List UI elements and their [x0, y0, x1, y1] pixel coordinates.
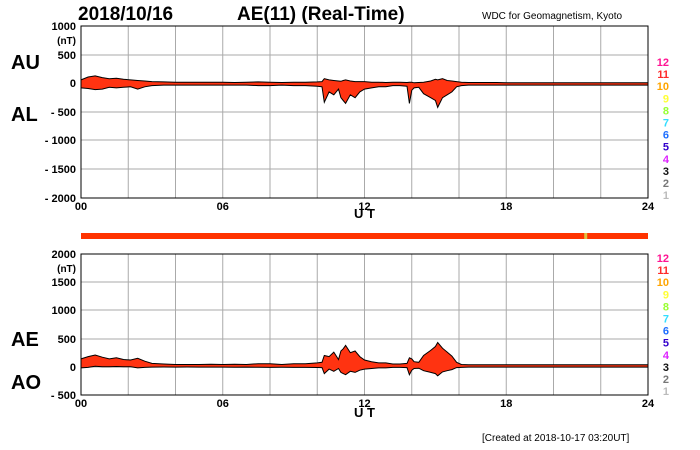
- y-tick-label: - 500: [51, 390, 76, 402]
- chart-date: 2018/10/16: [78, 4, 174, 25]
- y-tick-label: 500: [58, 50, 76, 62]
- legend-station-number: 10: [657, 81, 669, 93]
- ao-label: AO: [11, 372, 41, 394]
- legend-station-number: 6: [663, 326, 669, 338]
- x-tick-label: 24: [642, 201, 655, 213]
- legend-station-number: 2: [663, 374, 669, 386]
- legend-station-number: 9: [663, 289, 669, 301]
- y-tick-label: 2000: [52, 249, 76, 261]
- legend-station-number: 3: [663, 166, 669, 178]
- legend-station-number: 11: [657, 69, 669, 81]
- y-tick-label: 1000: [52, 21, 76, 33]
- legend-station-number: 5: [663, 142, 669, 154]
- station-status-marker: [584, 233, 588, 239]
- al-label: AL: [11, 104, 38, 126]
- x-axis-label: U T: [354, 405, 375, 420]
- y-tick-label: - 500: [51, 107, 76, 119]
- y-tick-label: - 1000: [45, 135, 76, 147]
- legend-station-number: 5: [663, 338, 669, 350]
- station-status-bar: [81, 233, 648, 239]
- y-tick-label: 500: [58, 334, 76, 346]
- x-tick-label: 06: [217, 201, 229, 213]
- legend-station-number: 4: [663, 350, 670, 362]
- series-ao-line: [80, 365, 648, 377]
- ae-label: AE: [11, 329, 39, 351]
- created-timestamp: [Created at 2018-10-17 03:20UT]: [482, 433, 630, 444]
- x-tick-label: 00: [75, 201, 87, 213]
- y-tick-label: 1500: [52, 277, 76, 289]
- x-tick-label: 12: [358, 201, 370, 213]
- series-au-line: [80, 75, 648, 84]
- y-tick-label: 0: [70, 78, 76, 90]
- legend-station-number: 1: [663, 386, 669, 398]
- x-tick-label: 00: [75, 398, 87, 410]
- y-unit-label: (nT): [57, 36, 76, 47]
- series-al-line: [80, 84, 648, 109]
- x-tick-label: 18: [500, 201, 512, 213]
- legend-station-number: 7: [663, 314, 669, 326]
- y-tick-label: 0: [70, 362, 76, 374]
- y-tick-label: - 2000: [45, 193, 76, 205]
- source-label: WDC for Geomagnetism, Kyoto: [482, 11, 623, 22]
- plot-frame: [80, 253, 649, 396]
- legend-station-number: 6: [663, 130, 669, 142]
- legend-station-number: 2: [663, 178, 669, 190]
- legend-station-number: 8: [663, 301, 669, 313]
- plot-frame: [80, 25, 649, 199]
- x-tick-label: 18: [500, 398, 512, 410]
- legend-station-number: 10: [657, 277, 669, 289]
- x-tick-label: 24: [642, 398, 655, 410]
- legend-station-number: 7: [663, 118, 669, 130]
- x-axis-label: U T: [354, 206, 375, 221]
- y-tick-label: - 1500: [45, 164, 76, 176]
- legend-station-number: 3: [663, 362, 669, 374]
- series-fill-area: [81, 75, 648, 108]
- legend-station-number: 12: [657, 57, 669, 69]
- legend-station-number: 12: [657, 253, 669, 265]
- legend-station-number: 9: [663, 93, 669, 105]
- x-tick-label: 12: [358, 398, 370, 410]
- legend-station-number: 11: [657, 265, 669, 277]
- series-ae-line: [80, 341, 648, 366]
- x-tick-label: 06: [217, 398, 229, 410]
- au-label: AU: [11, 52, 40, 74]
- legend-station-number: 1: [663, 190, 669, 202]
- y-tick-label: 1000: [52, 305, 76, 317]
- legend-station-number: 4: [663, 154, 670, 166]
- y-unit-label: (nT): [57, 264, 76, 275]
- legend-station-number: 8: [663, 105, 669, 117]
- chart-title: AE(11) (Real-Time): [237, 4, 405, 25]
